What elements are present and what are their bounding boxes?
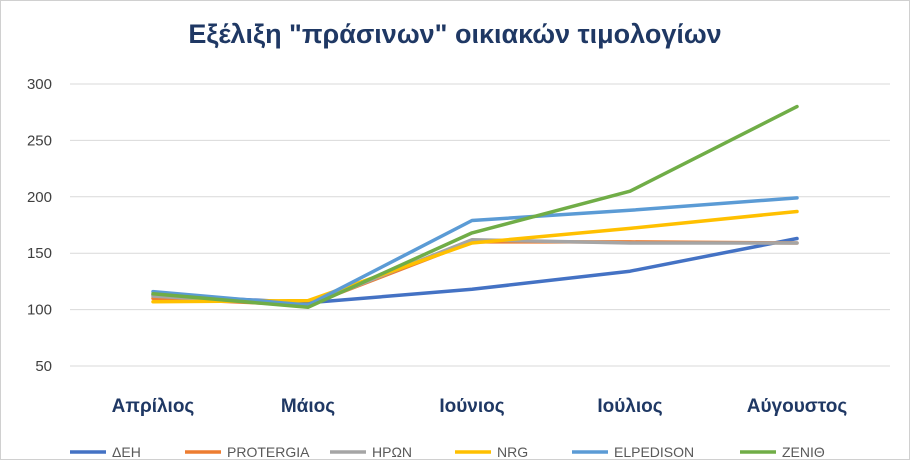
y-tick-label: 200	[27, 189, 52, 206]
legend: ΔΕΗ PROTERGIA ΗΡΩΝ NRG ELPEDISON ZENIΘ	[70, 444, 825, 460]
y-axis: 50 100 150 200 250 300	[27, 76, 52, 375]
x-tick-label: Ιούλιος	[597, 396, 662, 417]
x-tick-label: Αύγουστος	[747, 396, 848, 417]
y-tick-label: 300	[27, 76, 52, 93]
legend-label: ΗΡΩΝ	[372, 444, 412, 460]
x-axis: Απρίλιος Μάιος Ιούνιος Ιούλιος Αύγουστος	[112, 396, 848, 417]
x-tick-label: Μάιος	[281, 396, 335, 417]
y-tick-label: 150	[27, 245, 52, 262]
legend-label: PROTERGIA	[227, 444, 310, 460]
legend-label: NRG	[497, 444, 528, 460]
x-tick-label: Ιούνιος	[439, 396, 504, 417]
y-tick-label: 50	[35, 358, 52, 375]
series-line-5	[151, 104, 799, 310]
y-tick-label: 100	[27, 302, 52, 319]
chart-title: Εξέλιξη "πράσινων" οικιακών τιμολογίων	[188, 19, 721, 49]
legend-label: ΔΕΗ	[112, 444, 141, 460]
series-lines	[151, 104, 799, 310]
series-line-2	[151, 237, 799, 307]
series-line-4	[151, 196, 799, 307]
legend-label: ZENIΘ	[782, 444, 825, 460]
legend-label: ELPEDISON	[614, 444, 694, 460]
gridlines	[70, 83, 890, 367]
y-tick-label: 250	[27, 132, 52, 149]
series-line-0	[151, 236, 799, 305]
series-line-1	[151, 240, 799, 307]
x-tick-label: Απρίλιος	[112, 396, 195, 417]
